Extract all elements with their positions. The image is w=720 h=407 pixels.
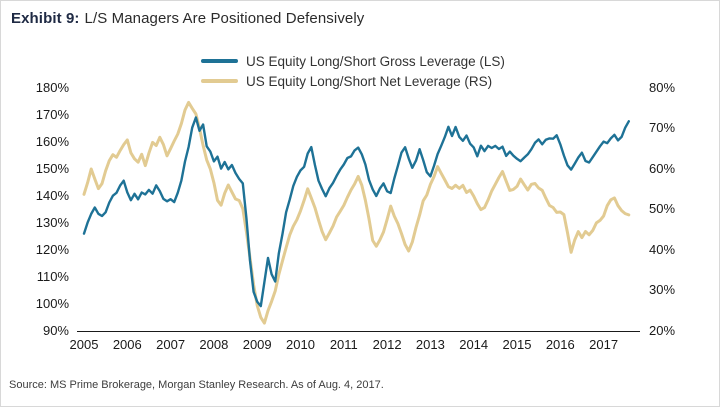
legend-key-line bbox=[201, 79, 238, 83]
x-axis-baseline bbox=[77, 331, 640, 332]
left-axis-tick: 160% bbox=[35, 134, 69, 149]
x-axis-year-label: 2014 bbox=[459, 337, 489, 352]
left-axis-tick: 120% bbox=[35, 242, 69, 257]
x-axis-year-label: 2013 bbox=[415, 337, 445, 352]
x-axis-year-label: 2010 bbox=[286, 337, 315, 352]
x-axis-year-label: 2011 bbox=[329, 337, 358, 352]
x-axis-year-label: 2007 bbox=[156, 337, 186, 352]
legend-key-line bbox=[201, 59, 238, 63]
x-axis-year-label: 2016 bbox=[545, 337, 575, 352]
left-axis-tick: 130% bbox=[35, 215, 69, 230]
left-axis-tick: 140% bbox=[35, 188, 69, 203]
chart-legend: US Equity Long/Short Gross Leverage (LS)… bbox=[201, 51, 505, 91]
right-axis-tick: 80% bbox=[649, 80, 676, 95]
x-axis-year-label: 2015 bbox=[502, 337, 532, 352]
exhibit-number-label: Exhibit 9: bbox=[11, 10, 80, 27]
left-axis-tick: 180% bbox=[35, 80, 69, 95]
legend-item: US Equity Long/Short Gross Leverage (LS) bbox=[201, 51, 505, 71]
right-axis-tick: 30% bbox=[649, 282, 676, 297]
legend-label: US Equity Long/Short Net Leverage (RS) bbox=[246, 73, 493, 89]
left-axis-tick: 150% bbox=[35, 161, 69, 176]
left-axis-tick: 110% bbox=[36, 269, 69, 284]
right-axis-tick: 60% bbox=[649, 161, 676, 176]
exhibit-title-text: L/S Managers Are Positioned Defensively bbox=[84, 10, 365, 27]
right-axis-tick: 70% bbox=[649, 120, 676, 135]
x-axis-year-label: 2006 bbox=[112, 337, 142, 352]
series-line-net bbox=[82, 100, 631, 325]
source-note: Source: MS Prime Brokerage, Morgan Stanl… bbox=[9, 379, 384, 391]
page-title: Exhibit 9: L/S Managers Are Positioned De… bbox=[11, 10, 364, 27]
series-line-gross bbox=[82, 116, 630, 308]
left-axis-tick: 100% bbox=[35, 296, 69, 311]
right-axis-tick: 50% bbox=[649, 201, 676, 216]
x-axis-year-label: 2017 bbox=[589, 337, 619, 352]
x-axis-year-label: 2005 bbox=[69, 337, 99, 352]
legend-label: US Equity Long/Short Gross Leverage (LS) bbox=[246, 53, 505, 69]
right-axis-tick: 40% bbox=[649, 242, 676, 257]
left-axis-tick: 170% bbox=[35, 107, 69, 122]
right-axis-tick: 20% bbox=[649, 323, 676, 338]
left-axis-tick: 90% bbox=[42, 323, 69, 338]
x-axis-year-label: 2012 bbox=[372, 337, 402, 352]
x-axis-year-label: 2009 bbox=[242, 337, 272, 352]
x-axis-year-label: 2008 bbox=[199, 337, 229, 352]
legend-item: US Equity Long/Short Net Leverage (RS) bbox=[201, 71, 505, 91]
